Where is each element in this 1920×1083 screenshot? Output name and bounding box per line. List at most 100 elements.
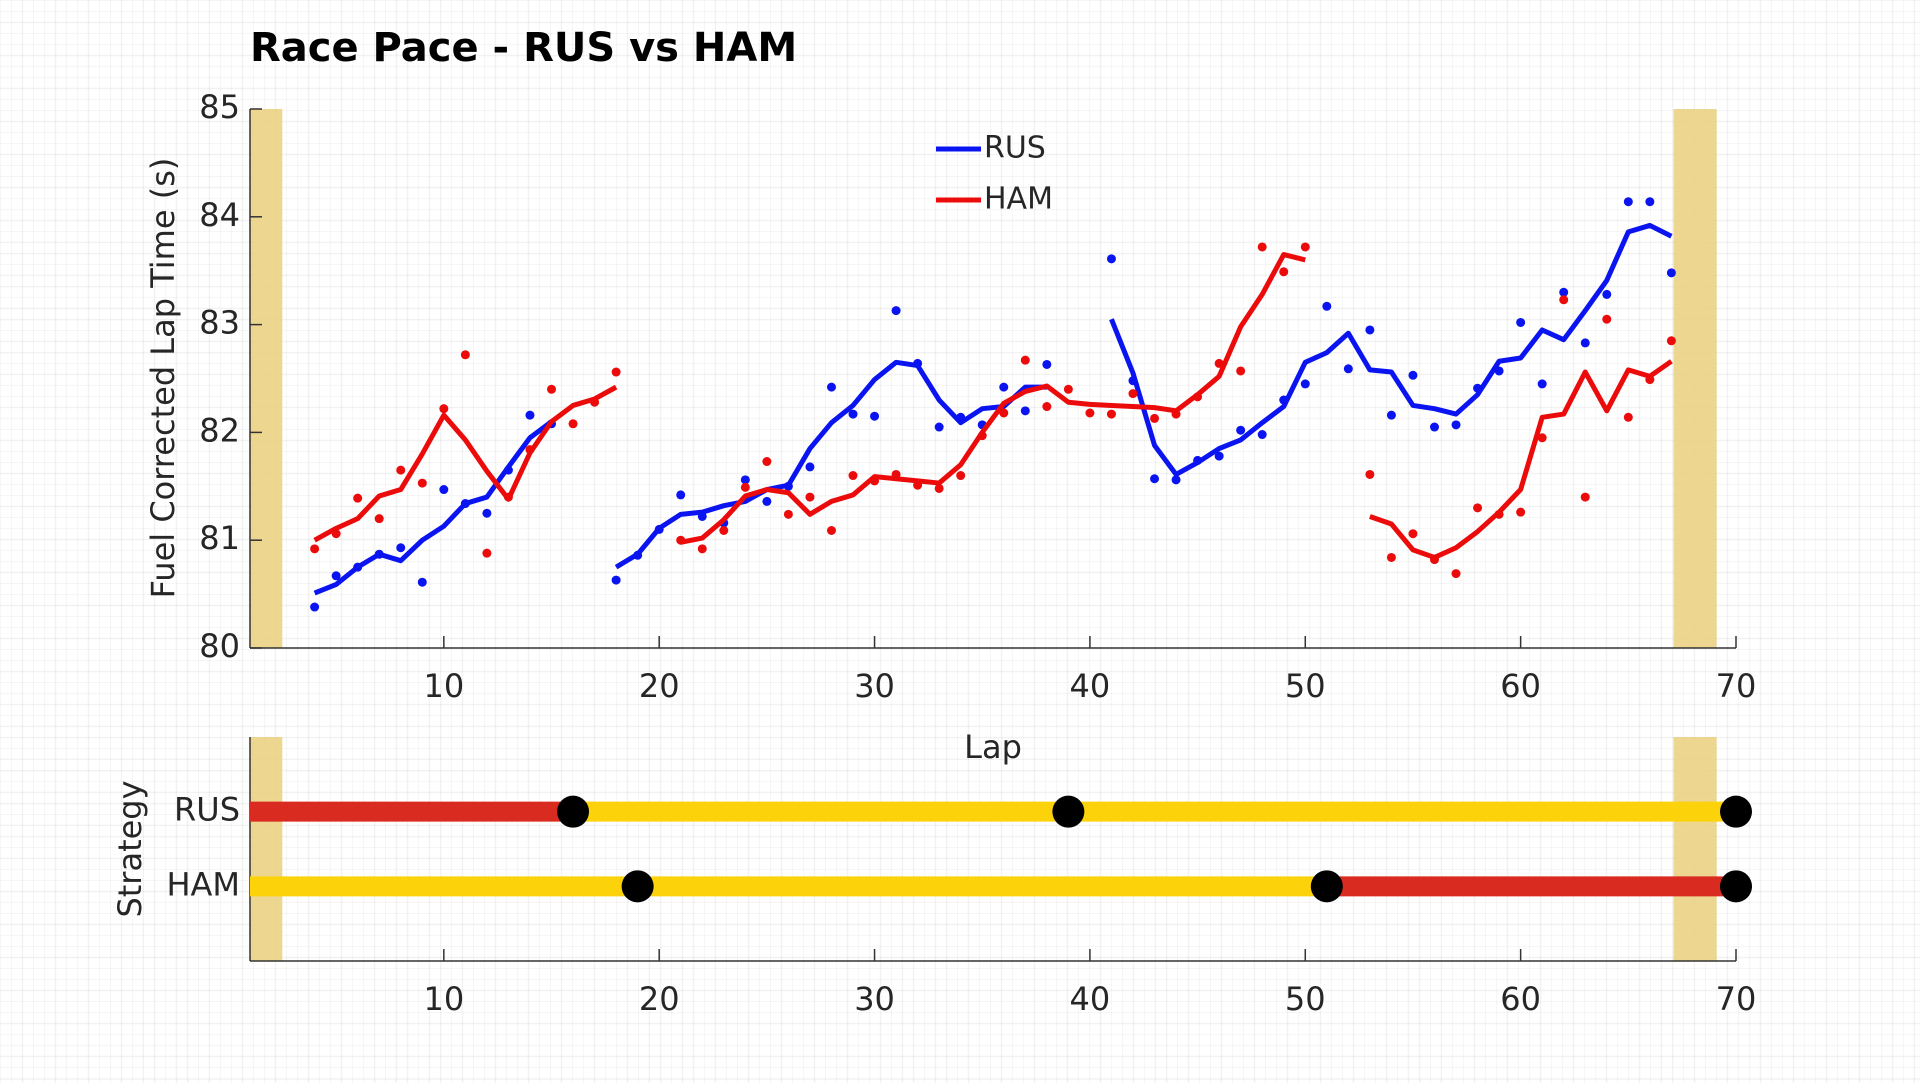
x-tick-label: 40 [1070, 667, 1111, 705]
lap-point [331, 529, 341, 539]
lap-point [762, 457, 772, 467]
lap-point [891, 469, 901, 479]
lap-point [1236, 366, 1246, 376]
lap-point [1193, 455, 1203, 465]
lap-point [1106, 254, 1116, 264]
pit-stop [1052, 795, 1085, 828]
lap-point [1451, 569, 1461, 579]
lap-point [1666, 268, 1676, 278]
lap-point [1020, 355, 1030, 365]
lap-point [1171, 409, 1181, 419]
lap-point [870, 411, 880, 421]
x-tick-label: 60 [1500, 980, 1541, 1018]
x-tick-label: 30 [854, 980, 895, 1018]
lap-point [1150, 413, 1160, 423]
lap-point [719, 525, 729, 535]
lap-point [654, 524, 664, 534]
x-tick-label: 40 [1070, 980, 1111, 1018]
x-tick-label: 30 [854, 667, 895, 705]
lap-point [568, 419, 578, 429]
lap-point [1063, 384, 1073, 394]
y-tick-label: RUS [174, 791, 240, 829]
lap-point [1171, 475, 1181, 485]
lap-point [1106, 409, 1116, 419]
shade-layer [250, 109, 1717, 961]
lap-point [310, 602, 320, 612]
y-tick-label: 82 [199, 411, 240, 449]
y-tick-label: 81 [199, 519, 240, 557]
legend-label: RUS [984, 131, 1046, 166]
lap-point [783, 509, 793, 519]
y-axis-label: Strategy [111, 780, 149, 917]
lap-point [870, 476, 880, 486]
lap-point [1516, 507, 1526, 517]
lap-point [848, 471, 858, 481]
lap-point [762, 496, 772, 506]
lap-point [1408, 370, 1418, 380]
lap-point [891, 306, 901, 316]
lap-point [805, 492, 815, 502]
lap-point [1322, 301, 1332, 311]
lap-point [1300, 379, 1310, 389]
lap-point [1279, 267, 1289, 277]
pit-stop [557, 795, 590, 828]
lap-point [396, 465, 406, 475]
lap-point [353, 493, 363, 503]
lap-point [956, 412, 966, 422]
lap-point [1365, 325, 1375, 335]
lap-point [439, 404, 449, 414]
lap-point [331, 571, 341, 581]
lap-point [740, 482, 750, 492]
lap-point [482, 508, 492, 518]
lap-point [590, 397, 600, 407]
lap-point [1473, 503, 1483, 513]
y-axis-label: Fuel Corrected Lap Time (s) [144, 158, 182, 599]
lap-point [460, 350, 470, 360]
lap-point [503, 492, 513, 502]
lap-point [934, 483, 944, 493]
lap-point [525, 445, 535, 455]
shaded-range [250, 109, 283, 648]
lap-point [913, 480, 923, 490]
lap-point [1537, 433, 1547, 443]
shaded-range [1673, 109, 1717, 648]
x-tick-label: 50 [1285, 980, 1326, 1018]
lap-point [353, 562, 363, 572]
lap-point [1343, 364, 1353, 374]
lap-point [1580, 492, 1590, 502]
lap-point [1559, 287, 1569, 297]
lap-point [1365, 469, 1375, 479]
lap-point [697, 544, 707, 554]
lap-point [740, 475, 750, 485]
lap-point [1128, 389, 1138, 399]
lap-point [1666, 336, 1676, 346]
x-tick-label: 10 [423, 980, 464, 1018]
lap-point [783, 481, 793, 491]
y-tick-label: 83 [199, 304, 240, 342]
x-tick-label: 70 [1716, 980, 1757, 1018]
lap-point [1300, 242, 1310, 252]
lap-point [1236, 425, 1246, 435]
x-tick-label: 70 [1716, 667, 1757, 705]
lap-point [1214, 451, 1224, 461]
x-tick-label: 20 [639, 980, 680, 1018]
series-line [313, 222, 1673, 596]
x-tick-label: 20 [639, 667, 680, 705]
pit-stop [1720, 870, 1752, 903]
lap-point [1042, 402, 1052, 412]
lap-point [439, 485, 449, 495]
lap-point [956, 471, 966, 481]
lap-point [1602, 289, 1612, 299]
lap-point [525, 410, 535, 420]
lap-point [310, 544, 320, 554]
lap-point [697, 511, 707, 521]
pit-stop [1310, 870, 1343, 903]
lap-point [1429, 422, 1439, 432]
lap-point [826, 525, 836, 535]
y-tick-label: 80 [199, 627, 240, 665]
lap-point [1602, 314, 1612, 324]
y-tick-label: 85 [199, 88, 240, 126]
lap-point [1623, 412, 1633, 422]
